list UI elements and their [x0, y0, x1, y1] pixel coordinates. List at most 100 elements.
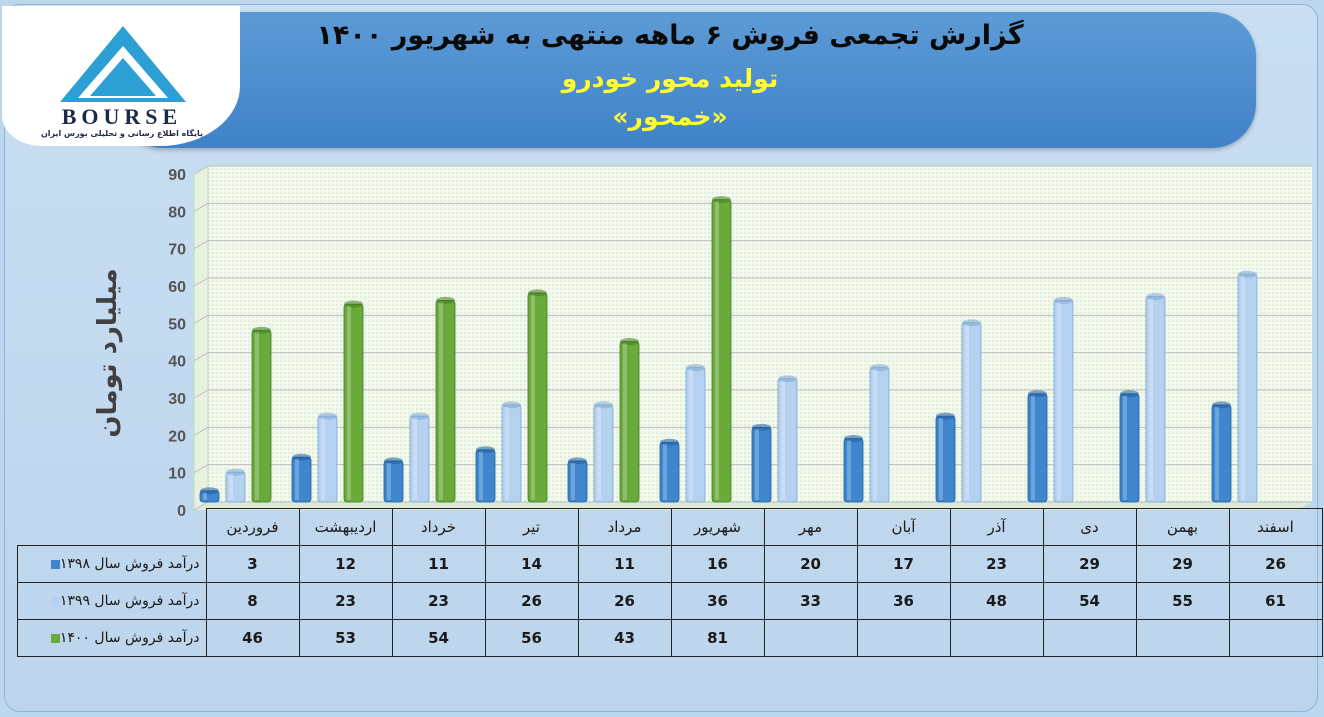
bar-top [476, 446, 495, 454]
bar [869, 367, 890, 503]
bar-highlight [1149, 298, 1153, 500]
bar-top [1212, 401, 1231, 409]
table-cell [949, 619, 1044, 657]
table-cell: 29 [1042, 545, 1137, 583]
y-tick-label: 90 [168, 167, 186, 184]
table-row: درآمد فروش سال ۱۴۰۰ 46 53 54 56 43 81 [17, 619, 1323, 657]
bar-top [528, 289, 547, 297]
table-category-header: خرداد [391, 508, 486, 546]
table-category-header: آبان [856, 508, 951, 546]
bar-top [568, 457, 587, 465]
table-cell: 14 [484, 545, 579, 583]
bar-highlight [505, 406, 509, 500]
y-tick-label: 10 [168, 466, 186, 483]
bar-highlight [715, 201, 719, 500]
company-name: تولید محور خودرو [561, 64, 779, 93]
table-cell: 56 [484, 619, 579, 657]
bar-highlight [755, 429, 759, 500]
bar-highlight [347, 306, 351, 500]
table-cell: 53 [298, 619, 393, 657]
bar-highlight [531, 294, 535, 500]
bar [475, 449, 496, 503]
y-tick-label: 70 [168, 242, 186, 259]
series-name: درآمد فروش سال ۱۳۹۹ [59, 593, 200, 609]
table-cell: 29 [1135, 545, 1230, 583]
table-series-header: درآمد فروش سال ۱۴۰۰ [17, 619, 207, 657]
bar-top [686, 364, 705, 372]
bar [383, 460, 404, 503]
table-cell: 26 [577, 582, 672, 620]
table-cell: 23 [949, 545, 1044, 583]
table-cell: 54 [1042, 582, 1137, 620]
bar-top [844, 435, 863, 443]
bar-highlight [1241, 276, 1245, 500]
table-cell: 3 [205, 545, 300, 583]
bar-highlight [255, 332, 259, 500]
table-cell: 11 [391, 545, 486, 583]
bar-top [1238, 270, 1257, 278]
bar-highlight [1215, 406, 1219, 500]
bar-top [344, 300, 363, 308]
bar [1211, 404, 1232, 503]
table-category-header: شهریور [670, 508, 765, 546]
bar-top [962, 319, 981, 327]
header-banner [118, 12, 1256, 148]
gridline-side [193, 464, 209, 474]
bar-highlight [1123, 395, 1127, 500]
legend-key-swatch [50, 633, 60, 643]
table-cell: 16 [670, 545, 765, 583]
bourse24-logo: BOURSE پایگاه اطلاع رسانی و تحلیلی بورس … [2, 6, 240, 146]
table-cell: 43 [577, 619, 672, 657]
bar [527, 292, 548, 503]
bar-top [620, 337, 639, 345]
gridline-side [193, 240, 209, 250]
legend-key-swatch [50, 596, 60, 606]
bar-highlight [663, 444, 667, 500]
logo-tagline: پایگاه اطلاع رسانی و تحلیلی بورس ایران [40, 129, 204, 138]
table-cell: 23 [298, 582, 393, 620]
table-cell: 20 [763, 545, 858, 583]
bar [1119, 393, 1140, 503]
gridline-side [193, 314, 209, 324]
bar [343, 303, 364, 503]
bar [777, 378, 798, 503]
bar-top [200, 487, 219, 495]
gridline-side [193, 202, 209, 212]
bar-highlight [939, 418, 943, 500]
logo-mark-icon [60, 26, 186, 102]
y-tick-label: 20 [168, 428, 186, 445]
data-table: فروردین اردیبهشت خرداد تیر مرداد شهریور مهر آبا… [17, 508, 1323, 657]
table-cell [1228, 619, 1323, 657]
gridline-side [193, 389, 209, 399]
bar-highlight [847, 440, 851, 500]
table-cell: 17 [856, 545, 951, 583]
bar-highlight [439, 302, 443, 500]
bar-highlight [597, 406, 601, 500]
bar-highlight [203, 492, 207, 500]
bar-highlight [387, 462, 391, 500]
bar-highlight [689, 369, 693, 500]
bar-top [252, 326, 271, 334]
table-series-header: درآمد فروش سال ۱۳۹۹ [17, 582, 207, 620]
bar-top [502, 401, 521, 409]
table-cell: 23 [391, 582, 486, 620]
bar-top [1146, 293, 1165, 301]
table-category-header: مرداد [577, 508, 672, 546]
bar-top [384, 457, 403, 465]
table-cell: 81 [670, 619, 765, 657]
bar-top [752, 423, 771, 431]
bar-highlight [1057, 302, 1061, 500]
table-cell: 36 [670, 582, 765, 620]
table-category-header: اردیبهشت [298, 508, 393, 546]
bar-highlight [781, 380, 785, 500]
bar [501, 404, 522, 503]
bar [1145, 296, 1166, 503]
table-series-header: درآمد فروش سال ۱۳۹۸ [17, 545, 207, 583]
bar [751, 426, 772, 503]
bar-highlight [295, 459, 299, 500]
table-category-header: بهمن [1135, 508, 1230, 546]
gridline-side [193, 426, 209, 436]
table-cell: 12 [298, 545, 393, 583]
bar [251, 329, 272, 503]
bar-top [594, 401, 613, 409]
